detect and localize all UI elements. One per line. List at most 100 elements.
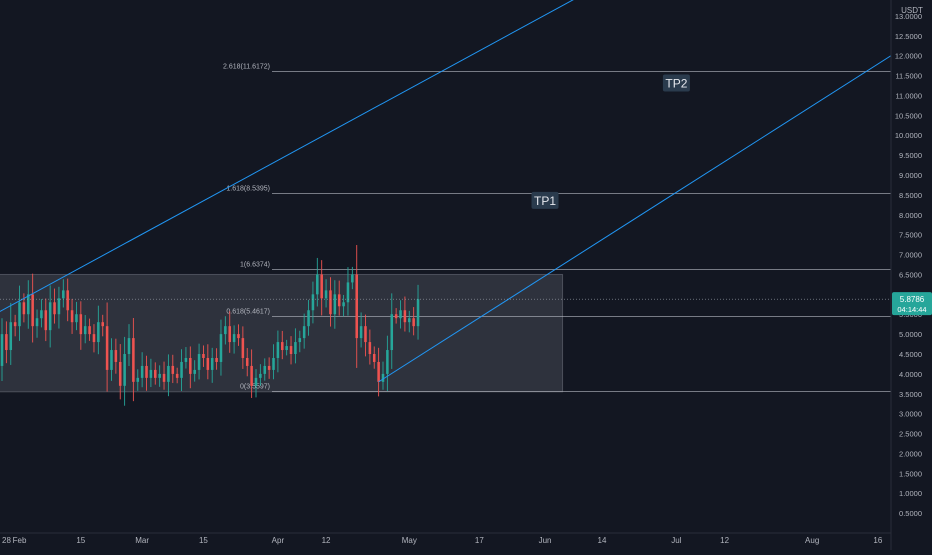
candle xyxy=(224,316,227,345)
candle-body xyxy=(359,326,363,339)
candle xyxy=(158,365,161,387)
candle xyxy=(228,311,231,353)
trend-line[interactable] xyxy=(378,55,892,383)
target-label[interactable]: TP2 xyxy=(662,74,690,92)
candle xyxy=(215,348,218,370)
candle-body xyxy=(298,338,302,343)
candle-body xyxy=(22,302,26,315)
candle xyxy=(101,314,104,337)
price-tick-label: 12.0000 xyxy=(895,52,922,61)
candle xyxy=(408,310,411,333)
candle xyxy=(386,335,389,391)
candle-body xyxy=(342,302,345,307)
time-axis[interactable]: 28 Feb 15 Mar 15 Apr 12 May 17 Jun 14 Jul 12 Aug 16 xyxy=(2,536,883,545)
currency-label: USDT xyxy=(901,6,923,15)
candle-body xyxy=(272,357,275,370)
candle-body xyxy=(316,274,319,295)
time-tick-label: 15 xyxy=(76,536,85,545)
price-tick-label: 1.0000 xyxy=(899,489,922,498)
candle xyxy=(118,344,122,400)
candle xyxy=(167,354,170,397)
candle-body xyxy=(9,322,13,351)
candle xyxy=(232,325,236,354)
candle-body xyxy=(202,354,205,358)
time-tick-label: Feb xyxy=(13,536,27,545)
candle xyxy=(254,369,258,398)
target-label-bg xyxy=(531,191,559,209)
candle-body xyxy=(97,322,100,343)
time-tick-label: 12 xyxy=(322,536,331,545)
candle xyxy=(289,336,293,365)
fib-level-label: 0.618(5.4617) xyxy=(226,309,270,316)
candle-body xyxy=(105,326,109,370)
candle-body xyxy=(390,314,394,351)
fib-level-label: 0(3.5597) xyxy=(240,384,270,391)
candle xyxy=(302,313,306,349)
candle-body xyxy=(333,294,337,315)
candle xyxy=(324,279,328,308)
candle xyxy=(31,273,34,343)
candle xyxy=(145,355,148,391)
candle-body xyxy=(377,361,380,382)
candle xyxy=(180,349,183,391)
time-tick-label: 14 xyxy=(598,536,607,545)
candle-body xyxy=(118,361,122,386)
candle-body xyxy=(289,346,293,355)
candle-body xyxy=(254,377,258,386)
price-tick-label: 0.5000 xyxy=(899,509,922,518)
candle-body xyxy=(351,274,354,283)
candle xyxy=(355,245,358,368)
candle xyxy=(18,285,21,341)
candle xyxy=(9,302,13,365)
candle-body xyxy=(250,365,253,386)
candle-body xyxy=(18,302,21,327)
candle xyxy=(285,339,288,356)
candle-body xyxy=(66,290,69,311)
candle xyxy=(237,324,240,346)
candle-body xyxy=(88,326,91,335)
time-tick-label: 17 xyxy=(475,536,484,545)
candle xyxy=(83,315,87,344)
trend-line[interactable] xyxy=(0,0,580,346)
candle xyxy=(48,285,52,348)
target-label[interactable]: TP1 xyxy=(531,191,559,209)
fib-level-label: 1(6.6374) xyxy=(240,262,270,269)
candle xyxy=(307,299,310,336)
target-label-text: TP2 xyxy=(665,77,687,91)
candle-body xyxy=(320,274,323,299)
candle xyxy=(276,330,280,373)
candle-body xyxy=(158,373,161,378)
candle-body xyxy=(167,365,170,382)
price-tick-label: 4.5000 xyxy=(899,350,922,359)
candle-body xyxy=(110,350,113,370)
candle xyxy=(35,309,39,338)
candle xyxy=(57,286,61,329)
candle-body xyxy=(70,310,74,323)
time-tick-label: May xyxy=(402,536,417,545)
price-tick-label: 11.5000 xyxy=(895,72,922,81)
candle xyxy=(184,347,188,369)
candle-body xyxy=(232,334,236,343)
candles-layer xyxy=(0,245,420,406)
time-tick-label: Apr xyxy=(272,536,285,545)
candle xyxy=(202,345,205,367)
price-tick-label: 10.5000 xyxy=(895,111,922,120)
candle xyxy=(206,344,210,380)
candle-body xyxy=(5,334,8,351)
candle-body xyxy=(197,354,201,370)
candle xyxy=(5,321,8,364)
candle-body xyxy=(114,350,118,362)
candle-body xyxy=(210,357,214,370)
candle xyxy=(154,362,157,385)
price-tick-label: 8.5000 xyxy=(899,191,922,200)
candle xyxy=(416,284,420,340)
candle xyxy=(197,343,201,380)
price-axis[interactable]: 0.5000 1.0000 1.5000 2.0000 2.5000 3.0000 3.50… xyxy=(895,12,922,518)
candle xyxy=(390,293,394,369)
time-tick-label: 16 xyxy=(873,536,882,545)
candle xyxy=(329,277,332,327)
candle xyxy=(0,318,4,382)
